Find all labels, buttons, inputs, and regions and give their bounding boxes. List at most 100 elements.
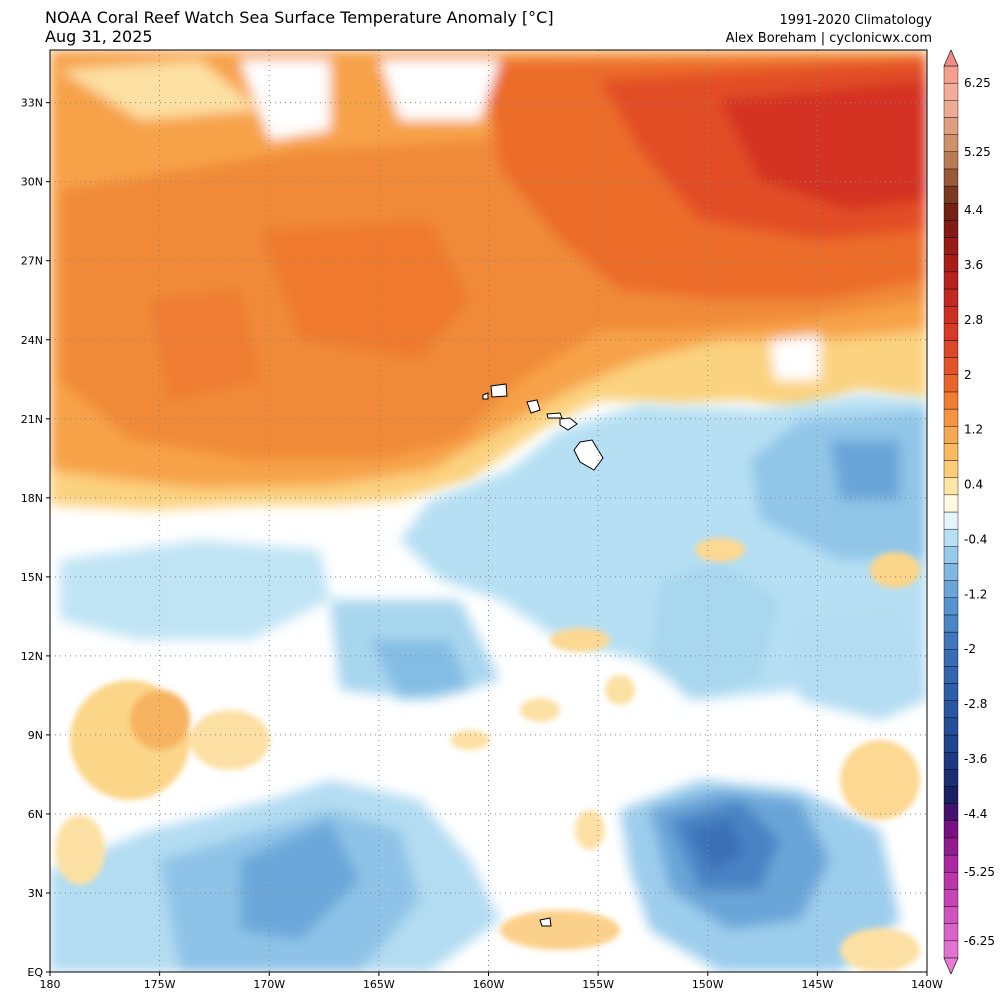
lat-tick-label: 9N [28, 729, 43, 742]
colorbar-label: 2.8 [964, 313, 983, 327]
colorbar-segment [943, 100, 959, 118]
lon-tick-label: 170W [253, 978, 285, 991]
lon-tick-label: 150W [692, 978, 724, 991]
colorbar-segment [943, 374, 959, 393]
colorbar-segment [943, 923, 959, 942]
colorbar-segment [943, 237, 959, 255]
lat-tick-label: 24N [21, 334, 43, 347]
lat-tick-label: 18N [21, 492, 43, 505]
colorbar: 6.25 5.25 4.4 3.6 2.8 2 1.2 0.4 -0.4 -1.2 -2 -2.8 -3… [943, 49, 995, 975]
colorbar-segment [943, 391, 959, 410]
lat-tick-label: EQ [27, 966, 43, 979]
colorbar-segment [943, 820, 959, 839]
colorbar-segment [943, 872, 959, 890]
colorbar-segment [943, 134, 959, 152]
colorbar-segment [943, 631, 959, 650]
lon-tick-label: 160W [473, 978, 505, 991]
colorbar-segment [943, 683, 959, 701]
colorbar-segment [943, 185, 959, 204]
lon-tick-label: 155W [582, 978, 614, 991]
map-title: NOAA Coral Reef Watch Sea Surface Temper… [45, 8, 554, 27]
colorbar-segment [943, 220, 959, 238]
colorbar-label: 0.4 [964, 478, 983, 492]
colorbar-segment [943, 666, 959, 684]
colorbar-segment [943, 854, 959, 873]
island-equatorial [539, 917, 552, 927]
island-maui [559, 417, 578, 431]
lat-tick-label: 12N [21, 650, 43, 663]
colorbar-segment [943, 734, 959, 753]
colorbar-segment [943, 151, 959, 170]
lon-tick-label: 145W [801, 978, 833, 991]
colorbar-segment [943, 357, 959, 375]
lat-tick-label: 15N [21, 571, 43, 584]
colorbar-segment [943, 254, 959, 273]
colorbar-label: -5.25 [964, 865, 995, 879]
colorbar-segment [943, 837, 959, 856]
colorbar-segment [943, 649, 959, 667]
colorbar-segment [943, 117, 959, 135]
lon-tick-label: 180 [40, 978, 61, 991]
colorbar-segment [943, 940, 959, 959]
credit-label: Alex Boreham | cyclonicwx.com [725, 31, 932, 46]
colorbar-segment [943, 203, 959, 221]
island-hawaii [573, 439, 604, 471]
colorbar-segment [943, 82, 959, 101]
colorbar-segment [943, 443, 959, 461]
lon-tick-label: 175W [144, 978, 176, 991]
colorbar-label: -2.8 [964, 697, 987, 711]
colorbar-segment [943, 494, 959, 513]
colorbar-segment [943, 614, 959, 633]
longitude-axis: 180 175W 170W 165W 160W 155W 150W 145W 140W [40, 972, 943, 991]
colorbar-segment [943, 546, 959, 564]
colorbar-segment [943, 717, 959, 736]
cool-anomaly-region [50, 395, 927, 972]
colorbar-max-arrow [943, 49, 959, 67]
colorbar-segment [943, 889, 959, 907]
lat-tick-label: 3N [28, 887, 43, 900]
island-oahu [526, 399, 541, 414]
colorbar-segment [943, 305, 959, 324]
colorbar-segment [943, 580, 959, 598]
title-block: NOAA Coral Reef Watch Sea Surface Temper… [45, 8, 554, 46]
colorbar-segment [943, 511, 959, 530]
lat-tick-label: 30N [21, 176, 43, 189]
colorbar-segment [943, 460, 959, 478]
colorbar-segment [943, 700, 959, 719]
lat-tick-label: 21N [21, 413, 43, 426]
colorbar-label: 6.25 [964, 76, 991, 90]
lon-tick-label: 140W [911, 978, 943, 991]
colorbar-label: 1.2 [964, 423, 983, 437]
colorbar-segment [943, 751, 959, 770]
colorbar-label: -4.4 [964, 807, 987, 821]
climatology-label: 1991-2020 Climatology [779, 13, 932, 28]
lat-tick-label: 33N [21, 97, 43, 110]
colorbar-label: -2 [964, 642, 976, 656]
colorbar-segment [943, 340, 959, 358]
colorbar-segment [943, 271, 959, 290]
colorbar-segment [943, 803, 959, 821]
colorbar-segment [943, 477, 959, 496]
colorbar-segment [943, 323, 959, 341]
colorbar-min-arrow [943, 957, 959, 975]
colorbar-segment [943, 786, 959, 804]
credit-block: 1991-2020 Climatology Alex Boreham | cyc… [726, 12, 932, 48]
colorbar-label: 4.4 [964, 203, 983, 217]
colorbar-label: -0.4 [964, 532, 987, 546]
colorbar-segment [943, 563, 959, 581]
colorbar-label: -3.6 [964, 752, 987, 766]
colorbar-segment [943, 168, 959, 187]
colorbar-segment [943, 528, 959, 547]
colorbar-segment [943, 906, 959, 924]
colorbar-label: 3.6 [964, 258, 983, 272]
latitude-axis: 33N 30N 27N 24N 21N 18N 15N 12N 9N 6N 3N EQ [21, 97, 50, 979]
colorbar-segment [943, 597, 959, 616]
colorbar-segment [943, 288, 959, 307]
colorbar-label: 2 [964, 368, 972, 382]
colorbar-label: 5.25 [964, 145, 991, 159]
map-date: Aug 31, 2025 [45, 27, 153, 46]
island-niihau-kauai [490, 383, 508, 398]
colorbar-segment [943, 408, 959, 427]
lat-tick-label: 6N [28, 808, 43, 821]
